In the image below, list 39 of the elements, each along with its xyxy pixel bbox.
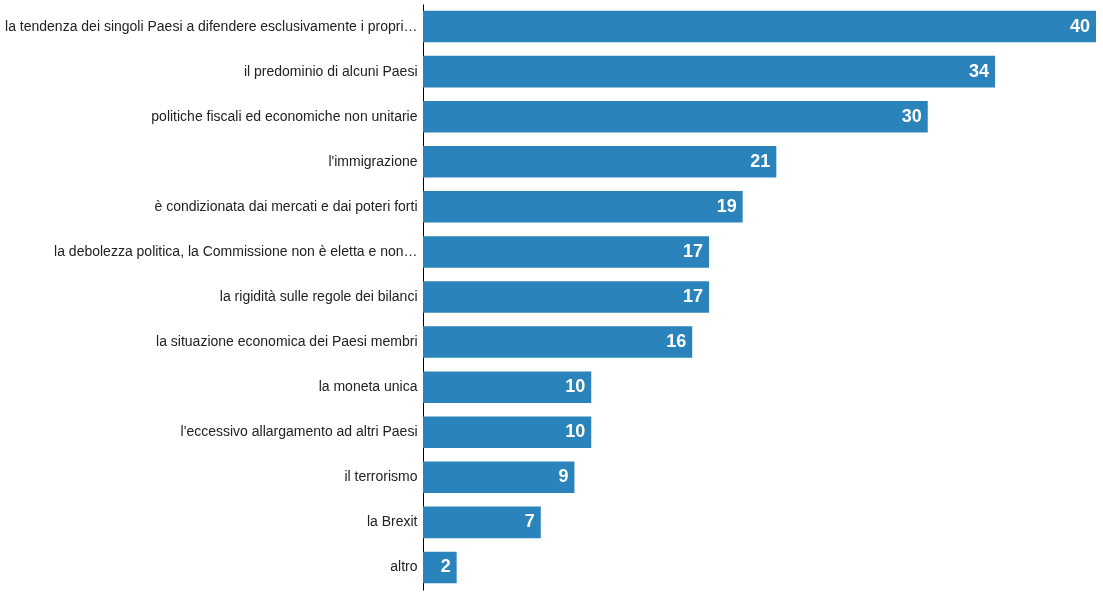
bar <box>423 461 575 494</box>
y-tick-label: è condizionata dai mercati e dai poteri forti <box>154 197 418 214</box>
data-label: 9 <box>558 466 569 487</box>
y-tick-label: l'eccessivo allargamento ad altri Paesi <box>180 423 418 440</box>
data-label: 19 <box>716 195 737 216</box>
bar <box>423 236 710 268</box>
bar <box>423 371 592 403</box>
y-tick-label: la moneta unica <box>318 378 418 395</box>
bar <box>423 55 996 88</box>
data-label: 16 <box>666 331 687 352</box>
data-label: 2 <box>440 556 451 577</box>
data-label: 7 <box>524 511 535 532</box>
y-tick-label: la debolezza politica, la Commissione non è eletta e non… <box>54 242 418 259</box>
bar <box>423 506 541 539</box>
data-label: 40 <box>1069 15 1090 36</box>
y-tick-label: la situazione economica dei Paesi membri <box>156 333 418 350</box>
y-tick-label: l'immigrazione <box>328 152 418 169</box>
y-tick-label: politiche fiscali ed economiche non unitarie <box>151 107 418 124</box>
y-tick-label: il predominio di alcuni Paesi <box>243 62 418 79</box>
bar <box>423 416 592 449</box>
bar <box>423 326 693 358</box>
bar <box>423 191 743 223</box>
bar <box>423 10 1096 43</box>
data-label: 21 <box>750 150 771 171</box>
data-label: 34 <box>969 60 990 81</box>
y-tick-label: il terrorismo <box>344 468 418 485</box>
data-label: 30 <box>901 105 922 126</box>
data-label: 17 <box>682 286 704 306</box>
y-tick-label: altro <box>390 558 418 575</box>
data-label: 10 <box>565 421 586 442</box>
data-label: 10 <box>565 376 586 397</box>
data-label: 17 <box>682 240 704 261</box>
bar <box>423 100 928 133</box>
bar <box>423 145 777 178</box>
y-tick-label: la Brexit <box>366 513 418 530</box>
y-tick-label: la rigidità sulle regole dei bilanci <box>219 288 418 304</box>
bar <box>423 281 710 313</box>
bar <box>423 551 457 584</box>
y-tick-label: la tendenza dei singoli Paesi a difendere esclusivamente i propri… <box>5 17 418 34</box>
